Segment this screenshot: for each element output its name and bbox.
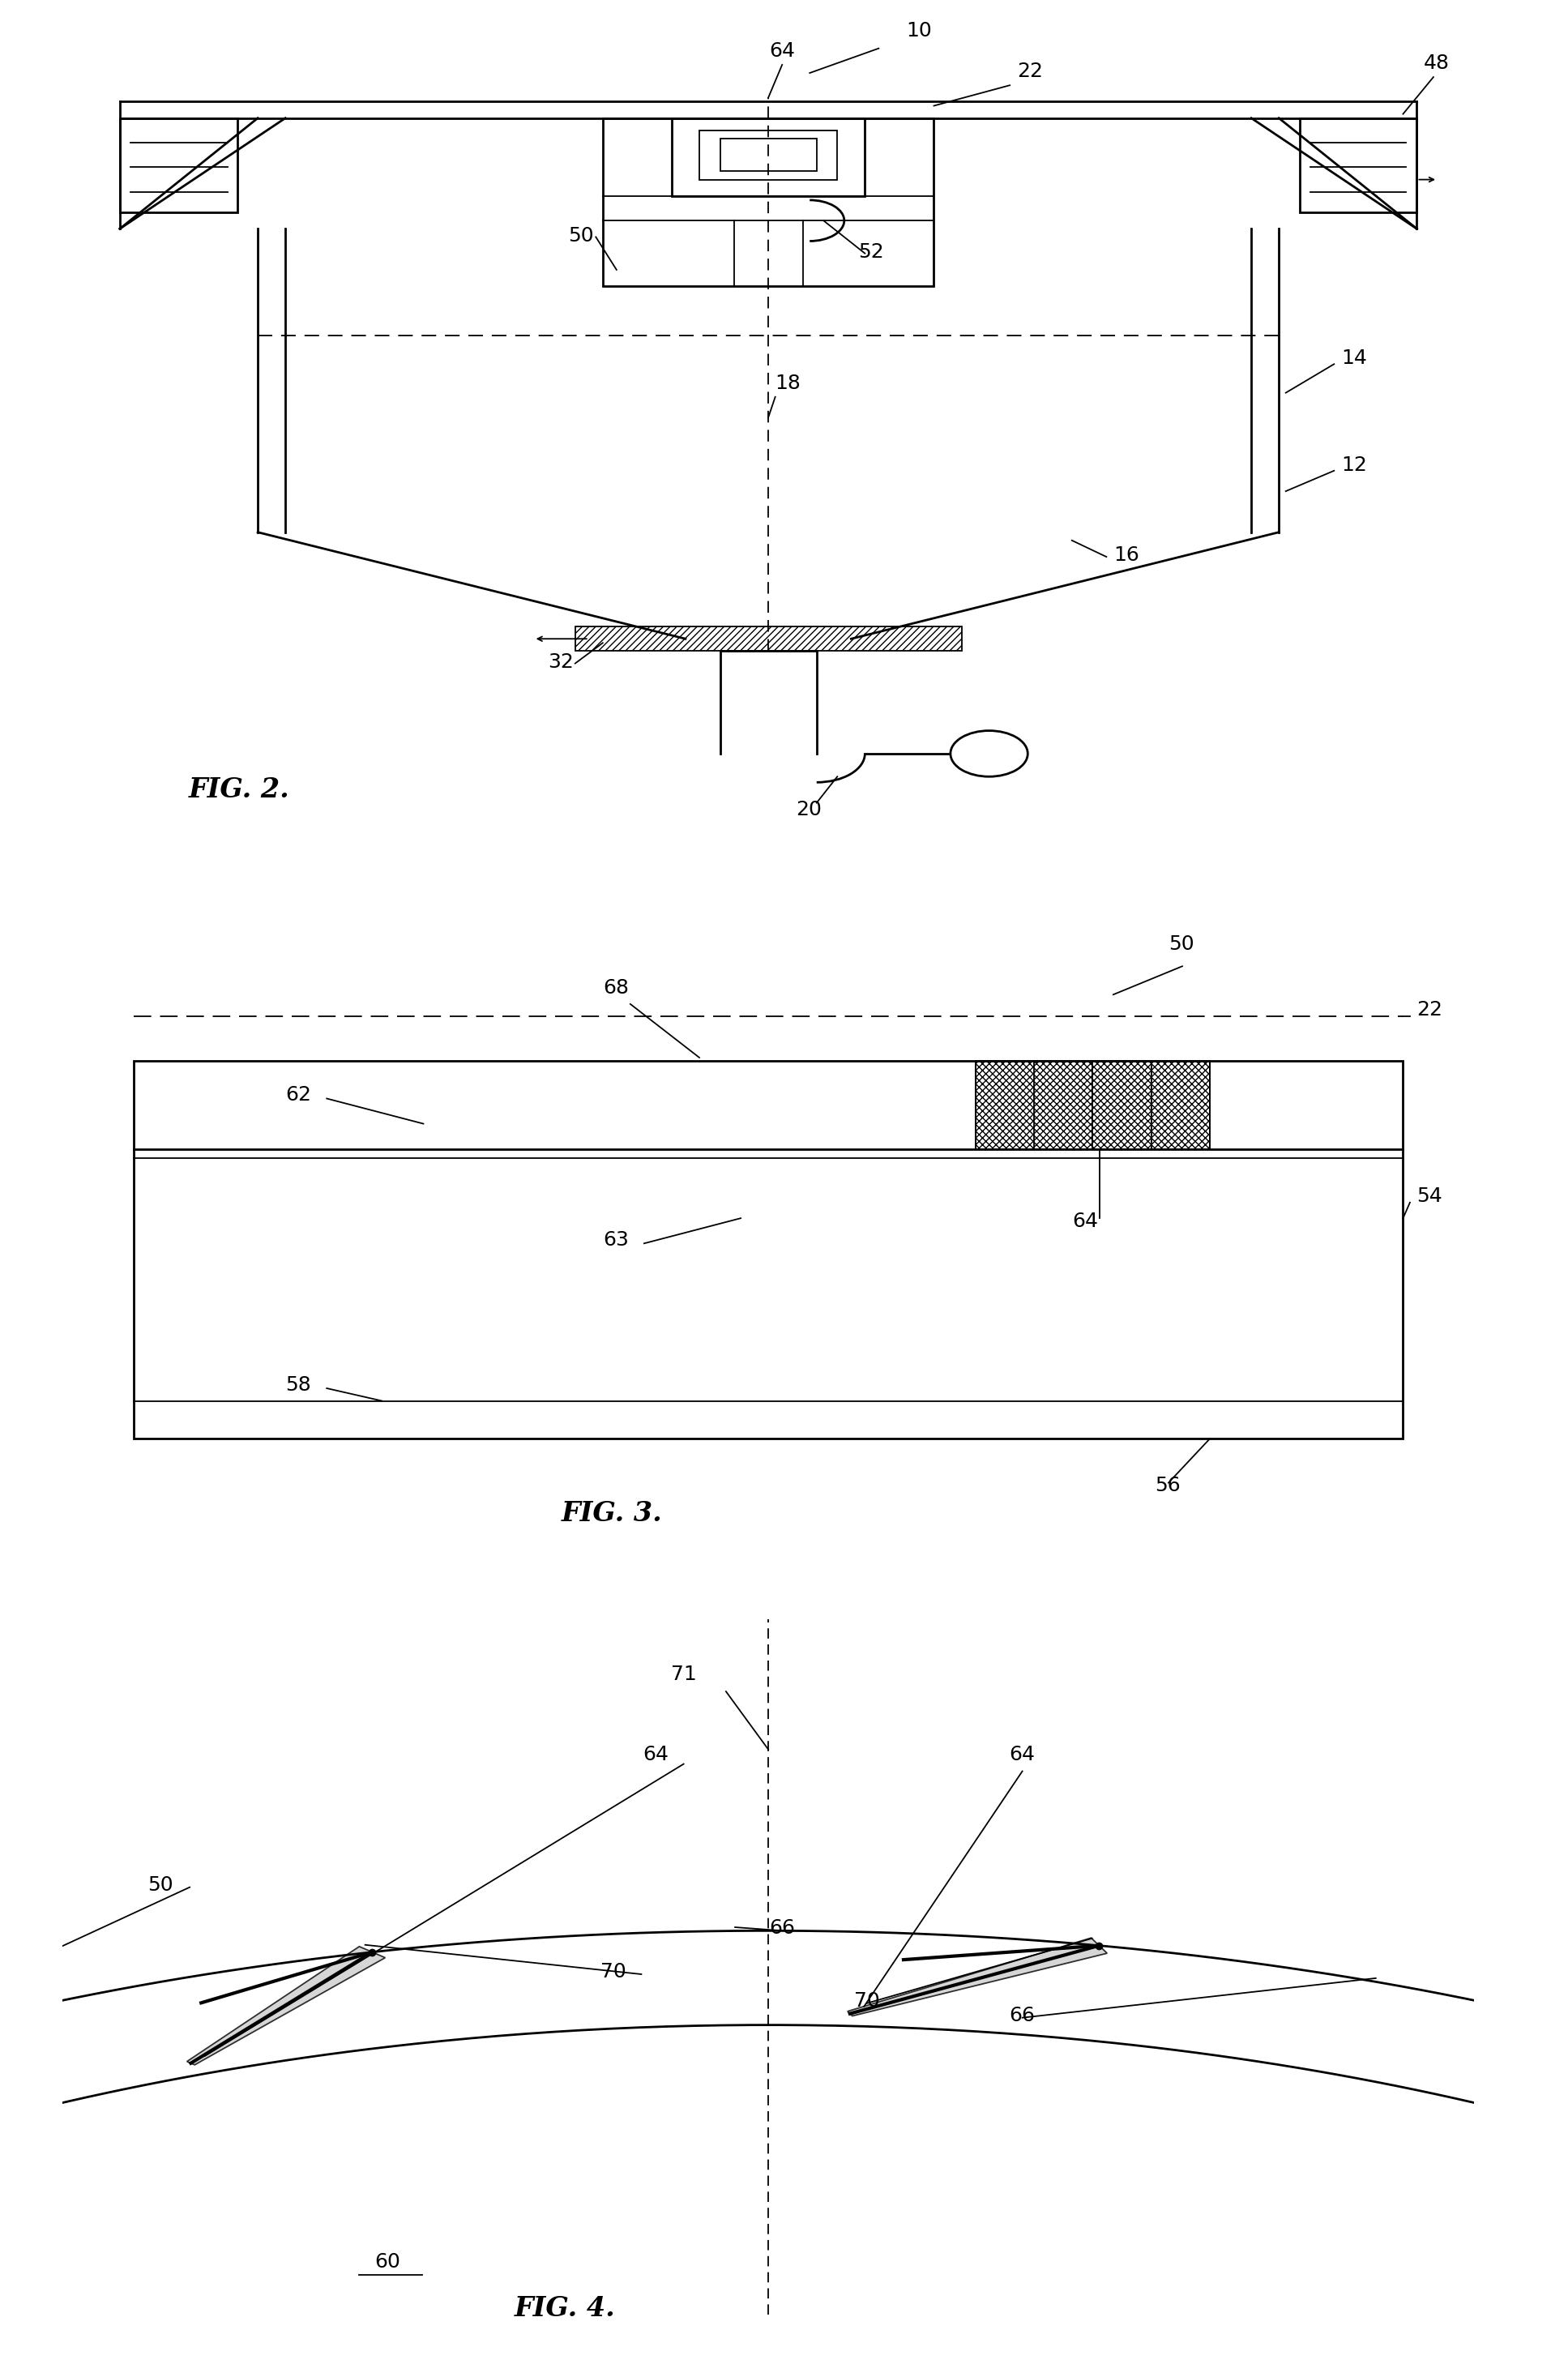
Text: 12: 12 xyxy=(1341,456,1367,475)
Bar xyxy=(133,1060,1403,1438)
Text: 50: 50 xyxy=(568,226,594,245)
Text: 68: 68 xyxy=(602,979,629,998)
Bar xyxy=(720,138,817,171)
Text: 64: 64 xyxy=(1010,1745,1035,1764)
Text: 50: 50 xyxy=(147,1875,172,1894)
Text: 18: 18 xyxy=(775,373,801,392)
Text: 22: 22 xyxy=(1417,1001,1443,1020)
Text: 70: 70 xyxy=(855,1992,880,2011)
Bar xyxy=(119,119,237,212)
Text: 58: 58 xyxy=(285,1376,310,1395)
Text: 56: 56 xyxy=(1154,1476,1181,1495)
Text: FIG. 3.: FIG. 3. xyxy=(561,1500,662,1526)
Text: 14: 14 xyxy=(1341,349,1367,368)
Polygon shape xyxy=(187,1947,386,2066)
Text: 32: 32 xyxy=(547,651,574,673)
Bar xyxy=(975,1060,1210,1148)
Text: 66: 66 xyxy=(770,1918,795,1937)
Text: 70: 70 xyxy=(601,1961,626,1982)
Text: 16: 16 xyxy=(1113,547,1138,566)
Text: 22: 22 xyxy=(1016,62,1043,81)
Text: 71: 71 xyxy=(671,1664,696,1685)
Bar xyxy=(699,131,837,181)
Text: 64: 64 xyxy=(770,40,795,62)
Text: 50: 50 xyxy=(1168,934,1195,953)
Text: 64: 64 xyxy=(1073,1212,1098,1231)
Polygon shape xyxy=(848,1937,1107,2016)
Text: 20: 20 xyxy=(797,799,822,820)
Text: 52: 52 xyxy=(858,242,884,261)
Text: 66: 66 xyxy=(1010,2006,1035,2025)
Bar xyxy=(1300,119,1417,212)
Bar xyxy=(602,119,935,285)
Text: 60: 60 xyxy=(375,2251,400,2272)
Bar xyxy=(575,628,961,651)
Text: 48: 48 xyxy=(1424,55,1450,74)
Text: FIG. 2.: FIG. 2. xyxy=(188,775,290,803)
Text: 54: 54 xyxy=(1417,1186,1443,1205)
Text: FIG. 4.: FIG. 4. xyxy=(514,2296,615,2322)
Text: 64: 64 xyxy=(643,1745,668,1764)
Text: 10: 10 xyxy=(906,21,931,40)
Text: 62: 62 xyxy=(285,1086,312,1105)
Text: 63: 63 xyxy=(602,1231,629,1250)
Bar xyxy=(671,119,866,195)
